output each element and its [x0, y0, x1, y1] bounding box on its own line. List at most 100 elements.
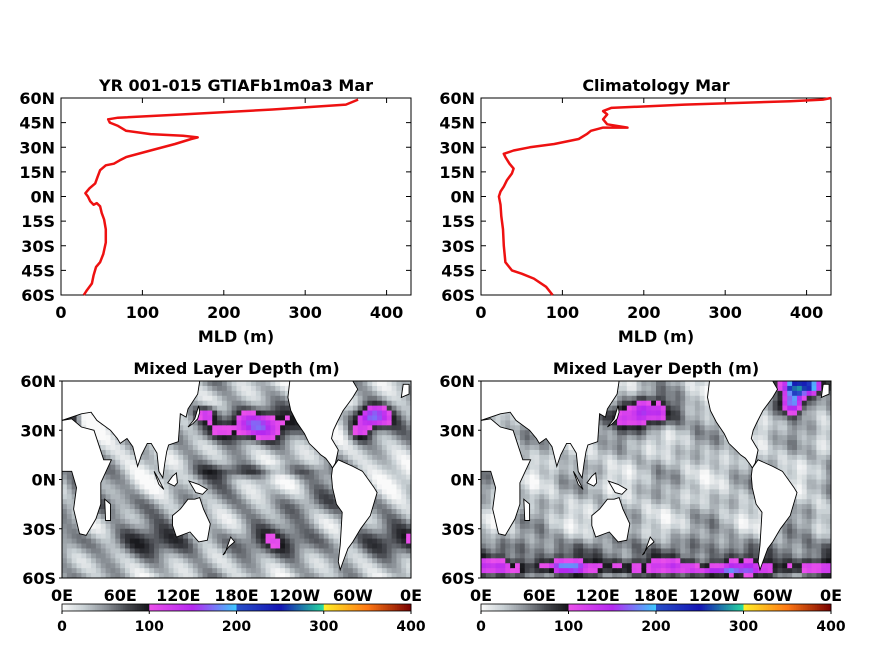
land-masses [481, 381, 830, 572]
x-tick-label: 400 [790, 303, 823, 322]
map-title: Mixed Layer Depth (m) [553, 359, 759, 378]
land [172, 497, 211, 543]
land [607, 405, 620, 428]
x-tick-label: 60W [753, 586, 793, 605]
y-tick-label: 30N [439, 138, 475, 157]
x-tick-label: 0E [470, 586, 492, 605]
y-tick-label: 60N [20, 372, 56, 391]
colorbar-tick-label: 300 [309, 619, 338, 635]
y-tick-label: 15S [441, 212, 475, 231]
y-tick-label: 30N [19, 138, 55, 157]
land [104, 498, 111, 521]
x-tick-label: 200 [207, 303, 240, 322]
x-tick-label: 300 [708, 303, 741, 322]
x-tick-label: 180E [634, 586, 678, 605]
chart-title: YR 001-015 GTIAFb1m0a3 Mar [98, 76, 373, 95]
land [153, 471, 165, 490]
land [187, 480, 209, 495]
x-tick-label: 60W [333, 586, 373, 605]
x-tick-label: 300 [288, 303, 321, 322]
land [187, 405, 201, 428]
y-tick-label: 0N [30, 188, 55, 207]
mld-profile-line [82, 98, 359, 296]
land [369, 381, 387, 382]
map-title: Mixed Layer Depth (m) [133, 359, 339, 378]
profile-chart-2: 0 100 200 300 400 60N 45N 30N 15N 0N 15S 30S 45S 60S C… [439, 76, 832, 346]
colorbar-tick-label: 400 [396, 619, 425, 635]
land [591, 497, 631, 543]
colorbar-tick-label: 200 [222, 619, 251, 635]
land [481, 381, 620, 480]
land [523, 498, 531, 521]
x-tick-label: 120E [156, 586, 200, 605]
land [642, 536, 655, 556]
x-tick-label: 100 [546, 303, 579, 322]
land [789, 381, 807, 382]
y-tick-label: 30S [21, 237, 55, 256]
y-tick-label: 45N [19, 114, 55, 133]
x-tick-label: 60E [523, 586, 556, 605]
land [62, 381, 201, 480]
colorbar-tick-label: 0 [57, 619, 67, 635]
y-tick-label: 60N [439, 89, 475, 108]
y-tick-label: 45N [439, 114, 475, 133]
x-tick-label: 180E [214, 586, 258, 605]
land [572, 471, 584, 490]
colorbar-tick-label: 100 [135, 619, 164, 635]
y-tick-label: 60S [441, 569, 475, 588]
land [820, 383, 830, 399]
y-tick-label: 60S [22, 569, 56, 588]
y-tick-label: 30N [20, 421, 56, 440]
land-masses [62, 381, 410, 572]
mld-profile-line [497, 96, 832, 296]
land [750, 459, 798, 572]
y-tick-label: 0N [450, 188, 475, 207]
x-axis-label: MLD (m) [618, 327, 694, 346]
x-tick-label: 120W [269, 586, 320, 605]
plot-area [480, 97, 832, 296]
y-tick-label: 15N [19, 163, 55, 182]
y-tick-label: 60S [21, 286, 55, 305]
land [222, 536, 236, 556]
y-tick-label: 45S [21, 261, 55, 280]
y-tick-label: 30S [441, 237, 475, 256]
y-tick-label: 30S [22, 520, 56, 539]
colorbar: 0 100 200 300 400 [476, 603, 846, 635]
x-tick-label: 120E [576, 586, 620, 605]
y-tick-label: 0N [31, 471, 56, 490]
x-tick-label: 0E [400, 586, 422, 605]
x-tick-label: 60E [104, 586, 137, 605]
colorbar-tick-label: 0 [476, 619, 486, 635]
y-tick-label: 15N [439, 163, 475, 182]
x-tick-label: 200 [627, 303, 660, 322]
land [481, 418, 532, 536]
x-tick-label: 0E [51, 586, 73, 605]
x-tick-label: 120W [689, 586, 740, 605]
y-tick-label: 45S [441, 261, 475, 280]
land [586, 472, 598, 487]
colorbar-tick-label: 100 [554, 619, 583, 635]
land [167, 472, 178, 487]
colorbar: 0 100 200 300 400 [57, 603, 426, 635]
colorbar-tick-label: 300 [729, 619, 758, 635]
y-tick-label: 60N [439, 372, 475, 391]
land [400, 383, 410, 399]
y-tick-label: 15S [21, 212, 55, 231]
land [62, 418, 113, 536]
x-tick-label: 100 [126, 303, 159, 322]
profile-chart-1: 0 100 200 300 400 60N 45N 30N 15N 0N 15S 30S 45S 60S Y… [19, 76, 412, 346]
colorbar-tick-label: 200 [641, 619, 670, 635]
land [607, 480, 628, 495]
x-tick-label: 0 [475, 303, 486, 322]
y-tick-label: 60S [441, 286, 475, 305]
y-tick-label: 30S [441, 520, 475, 539]
x-tick-label: 0E [820, 586, 842, 605]
land [331, 459, 378, 572]
y-tick-label: 60N [19, 89, 55, 108]
plot-area [60, 97, 412, 296]
x-tick-label: 0 [55, 303, 66, 322]
x-axis-label: MLD (m) [198, 327, 274, 346]
x-tick-label: 400 [370, 303, 403, 322]
